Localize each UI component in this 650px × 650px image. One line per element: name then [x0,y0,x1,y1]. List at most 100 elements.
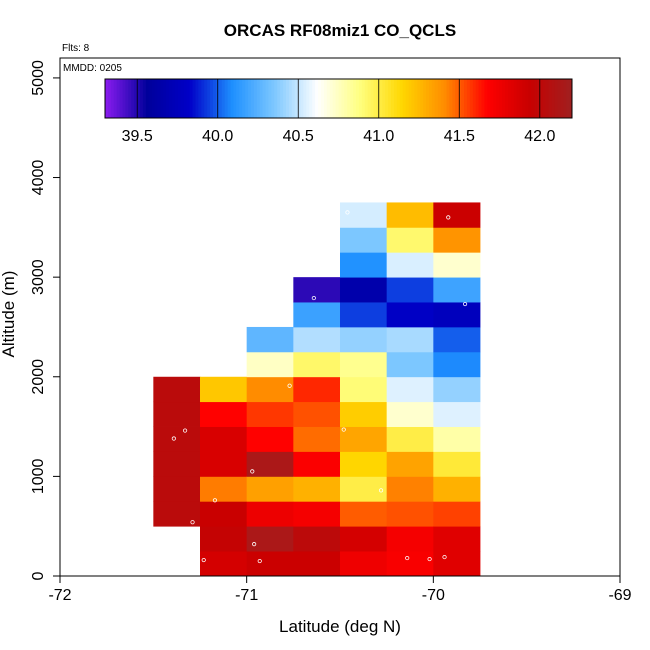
colorbar-swatch [437,79,442,118]
colorbar-swatch [221,79,226,118]
colorbar-swatch [499,79,503,118]
colorbar-tick-label: 41.0 [363,128,394,145]
colorbar-swatch [478,79,483,118]
heatmap-cell [340,202,388,228]
colorbar-swatch [288,79,293,118]
colorbar-swatch [248,79,252,118]
colorbar-swatch [125,79,129,118]
sample-points [171,210,468,564]
colorbar-swatch [531,79,535,118]
colorbar-swatch [239,79,243,118]
colorbar-swatch [113,79,118,118]
colorbar-swatch [169,79,173,118]
colorbar-swatch [224,79,229,118]
colorbar-swatch [399,79,404,118]
heatmap-cell [386,551,434,577]
colorbar-swatch [242,79,246,118]
colorbar-swatch [119,79,124,118]
colorbar-swatch [358,79,363,118]
colorbar-swatch [434,79,439,118]
colorbar-swatch [134,79,138,118]
colorbar-swatch [408,79,412,118]
colorbar-swatch [180,79,185,118]
colorbar-swatch [309,79,313,118]
colorbar-swatch [560,79,564,118]
heatmap-cell [153,376,201,403]
heatmap-cell [433,227,481,253]
colorbar-swatch [504,79,509,118]
y-tick-label: 4000 [30,160,47,196]
colorbar-swatch [285,79,290,118]
colorbar-swatch [250,79,255,118]
colorbar-swatch [557,79,561,118]
heatmap-cell [386,401,434,427]
colorbar-swatch [274,79,278,118]
colorbar-swatch [472,79,477,118]
colorbar-swatch [534,79,538,118]
sample-point [257,558,262,564]
heatmap-cell [433,277,481,303]
colorbar-swatch [128,79,132,118]
heatmap-cell [293,551,341,577]
colorbar-swatch [230,79,234,118]
axes: -72 -71 -70 -69 0 1000 2000 3000 4000 5000 [30,60,632,604]
colorbar-swatch [148,79,153,118]
colorbar-swatch [382,79,386,118]
heatmap-cell [433,376,481,403]
colorbar-swatch [522,79,526,118]
colorbar-swatch [458,79,462,118]
colorbar-swatch [253,79,258,118]
colorbar-swatch [528,79,532,118]
colorbar-swatch [192,79,196,118]
colorbar-swatch [177,79,182,118]
colorbar-swatch [484,79,488,118]
heatmap-cell [340,351,388,378]
colorbar-swatch [338,79,342,118]
heatmap-cell [433,202,481,228]
colorbar-tick-label: 39.5 [122,128,153,145]
heatmap-cell [246,476,294,502]
colorbar-swatch [428,79,433,118]
colorbar-swatch [367,79,372,118]
colorbar-swatch [519,79,523,118]
heatmap-cell [293,526,341,552]
colorbar-swatch [411,79,415,118]
heatmap-cell [246,401,294,427]
colorbar-swatch [510,79,515,118]
colorbar-swatch [207,79,211,118]
heatmap-cell [340,401,388,427]
colorbar-swatch [455,79,459,118]
colorbar-swatch [236,79,240,118]
colorbar-swatch [306,79,310,118]
colorbar-swatch [195,79,199,118]
colorbar-swatch [490,79,494,118]
colorbar-tick-label: 41.5 [444,128,475,145]
colorbar-swatch [361,79,366,118]
colorbar-swatch [294,79,299,118]
x-tick-label: -70 [422,587,445,604]
colorbar-swatch [265,79,269,118]
colorbar-swatch [496,79,500,118]
colorbar-swatch [417,79,421,118]
colorbar-swatch [391,79,395,118]
colorbar-swatch [189,79,194,118]
colorbar-swatch [283,79,287,118]
colorbar-swatch [280,79,284,118]
colorbar-swatch [452,79,456,118]
colorbar-swatch [326,79,331,118]
heatmap-cell [200,376,248,403]
colorbar-swatch [350,79,354,118]
heatmap-cell [433,551,481,577]
heatmap-cell [293,326,341,353]
colorbar-swatch [277,79,281,118]
colorbar-swatch [323,79,328,118]
colorbar-swatch [131,79,135,118]
heatmap-cell [433,426,481,452]
heatmap-cell [340,252,388,278]
colorbar-swatch [461,79,465,118]
colorbar-swatch [475,79,480,118]
colorbar-swatch [137,79,141,118]
sample-point [311,295,316,301]
heatmap-cell [200,426,248,452]
